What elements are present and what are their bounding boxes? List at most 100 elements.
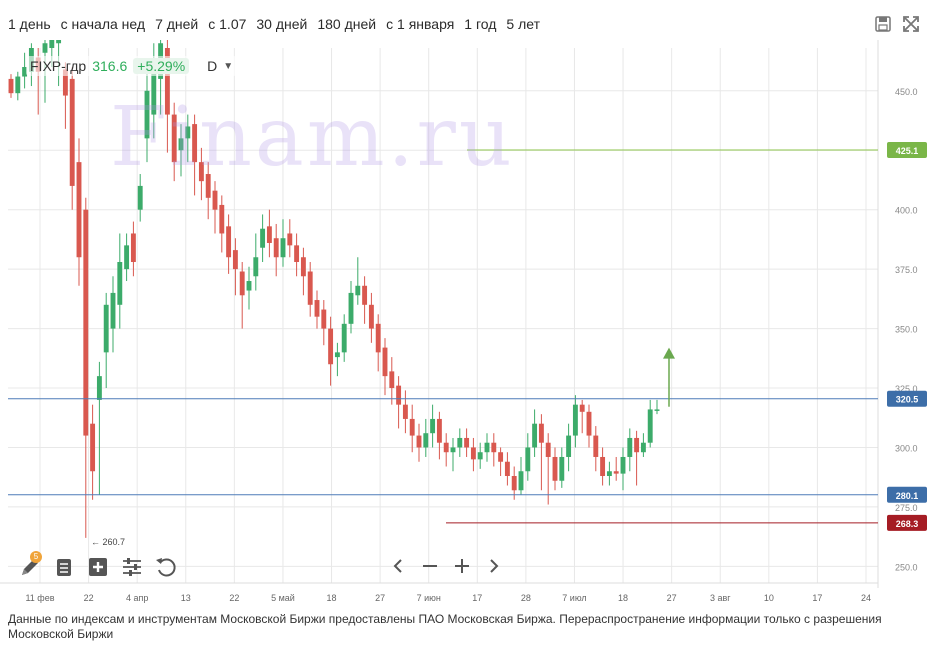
candle-body — [90, 423, 96, 472]
y-tick-label: 325.0 — [895, 384, 918, 394]
chart-navigation — [388, 555, 504, 577]
candle-body — [484, 442, 490, 453]
candle-body — [321, 309, 327, 329]
candle-body — [559, 456, 565, 481]
price-line-tag — [887, 514, 927, 531]
price-line-tag — [887, 486, 927, 503]
candlestick-chart[interactable]: 250.0275.0300.0325.0350.0375.0400.0425.0… — [0, 40, 938, 610]
candle-body — [423, 433, 429, 448]
candle-body — [464, 437, 470, 448]
minus-icon[interactable] — [420, 555, 440, 577]
candle-body — [375, 323, 381, 353]
candle-body — [518, 471, 524, 491]
candle-body — [171, 114, 177, 163]
price-line-label: 280.1 — [896, 491, 919, 501]
candle-body — [124, 245, 130, 270]
candle-body — [328, 328, 334, 365]
candle-body — [525, 447, 531, 472]
period-ytd[interactable]: с 1 января — [386, 16, 455, 32]
candle-body — [117, 262, 123, 305]
candle-body — [219, 204, 225, 234]
candle-body — [232, 250, 238, 270]
candle-body — [368, 304, 374, 329]
reset-button[interactable] — [154, 555, 178, 579]
y-tick-label: 375.0 — [895, 265, 918, 275]
period-since-jul1[interactable]: с 1.07 — [208, 16, 247, 32]
fullscreen-icon[interactable] — [902, 15, 920, 33]
candle-body — [538, 423, 544, 443]
period-1d[interactable]: 1 день — [8, 16, 51, 32]
chart-area[interactable]: 250.0275.0300.0325.0350.0375.0400.0425.0… — [0, 40, 938, 610]
period-5y[interactable]: 5 лет — [506, 16, 540, 32]
candle-body — [96, 376, 102, 400]
candle-body — [62, 69, 68, 96]
target-arrow-head — [663, 347, 675, 359]
price-line-tag — [887, 142, 927, 159]
x-tick-label: 7 июн — [417, 593, 441, 603]
candle-body — [402, 404, 408, 419]
period-1y[interactable]: 1 год — [464, 16, 497, 32]
period-selector: 1 день с начала нед 7 дней с 1.07 30 дне… — [8, 16, 540, 32]
x-tick-label: 18 — [327, 593, 337, 603]
candle-body — [416, 435, 422, 448]
candle-body — [477, 452, 483, 460]
add-indicator-icon — [89, 558, 107, 576]
candle-body — [593, 435, 599, 457]
candle-body — [511, 476, 517, 491]
x-tick-label: 17 — [472, 593, 482, 603]
y-tick-label: 300.0 — [895, 443, 918, 453]
add-indicator-button[interactable] — [86, 555, 110, 579]
candle-body — [103, 304, 109, 353]
candle-body — [532, 423, 538, 448]
candle-body — [253, 257, 259, 277]
chevron-right-icon[interactable] — [484, 555, 504, 577]
y-tick-label: 450.0 — [895, 87, 918, 97]
period-7d[interactable]: 7 дней — [155, 16, 199, 32]
candle-body — [545, 442, 551, 457]
legend-symbol[interactable]: FIXP-гдр — [30, 58, 87, 74]
period-30d[interactable]: 30 дней — [256, 16, 308, 32]
legend-price: 316.6 — [92, 58, 128, 74]
candle-body — [334, 352, 340, 358]
candle-body — [192, 124, 198, 163]
candle-body — [185, 126, 191, 139]
candle-body — [647, 409, 653, 443]
low-annotation: ← 260.7 — [91, 537, 125, 547]
candle-body — [348, 292, 354, 324]
candle-body — [389, 371, 395, 389]
candle-body — [627, 437, 633, 457]
candle-body — [634, 437, 640, 453]
pencil-tool[interactable]: 5 — [18, 551, 42, 579]
candle-body — [212, 190, 218, 210]
undo-icon — [156, 558, 176, 577]
candle-body — [287, 233, 293, 246]
timeframe-dropdown-icon[interactable]: ▼ — [223, 60, 234, 72]
period-week-start[interactable]: с начала нед — [60, 16, 146, 32]
x-tick-label: 3 авг — [710, 593, 731, 603]
list-tool[interactable] — [52, 555, 76, 579]
candle-body — [579, 404, 585, 412]
candle-body — [307, 271, 313, 305]
candle-body — [137, 185, 143, 210]
x-tick-label: 22 — [229, 593, 239, 603]
period-180d[interactable]: 180 дней — [317, 16, 377, 32]
settings-button[interactable] — [120, 555, 144, 579]
chevron-left-icon[interactable] — [388, 555, 408, 577]
candle-body — [294, 245, 300, 262]
candle-body — [266, 226, 272, 243]
candle-body — [566, 435, 572, 457]
candle-body — [178, 138, 184, 151]
candle-body — [443, 442, 449, 453]
y-tick-label: 275.0 — [895, 503, 918, 513]
plus-icon[interactable] — [452, 555, 472, 577]
candle-body — [409, 418, 415, 436]
x-tick-label: 22 — [84, 593, 94, 603]
floppy-disk-icon[interactable] — [874, 15, 892, 33]
top-toolbar: 1 день с начала нед 7 дней с 1.07 30 дне… — [0, 0, 938, 48]
candle-body — [470, 447, 476, 460]
candle-body — [151, 67, 157, 115]
timeframe-selector[interactable]: D — [207, 58, 218, 74]
x-tick-label: 27 — [667, 593, 677, 603]
candle-body — [430, 418, 436, 434]
candle-body — [504, 461, 510, 476]
